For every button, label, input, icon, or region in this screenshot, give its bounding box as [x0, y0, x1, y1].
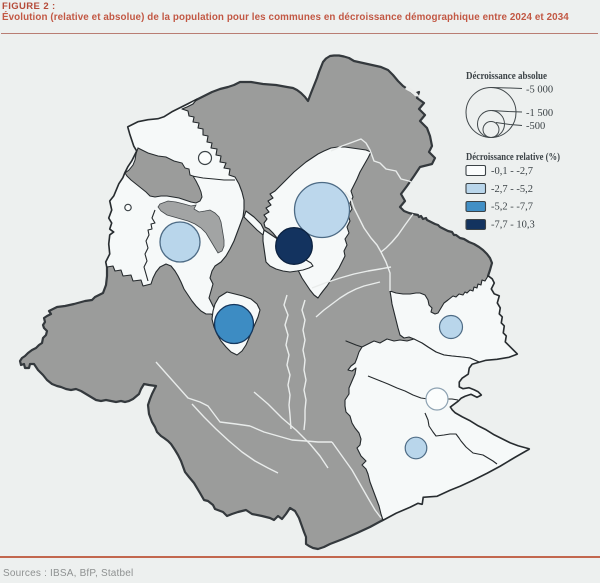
svg-text:-2,7 - -5,2: -2,7 - -5,2 — [491, 184, 533, 195]
svg-text:-5 000: -5 000 — [526, 85, 553, 96]
svg-text:-1 500: -1 500 — [526, 108, 553, 119]
svg-text:-0,1 - -2,7: -0,1 - -2,7 — [491, 166, 533, 177]
svg-text:-5,2 - -7,7: -5,2 - -7,7 — [491, 202, 533, 213]
svg-text:Décroissance relative (%): Décroissance relative (%) — [466, 152, 560, 163]
svg-text:-500: -500 — [526, 121, 545, 132]
svg-text:-7,7 - 10,3: -7,7 - 10,3 — [491, 220, 535, 231]
svg-text:Décroissance absolue: Décroissance absolue — [466, 71, 547, 82]
